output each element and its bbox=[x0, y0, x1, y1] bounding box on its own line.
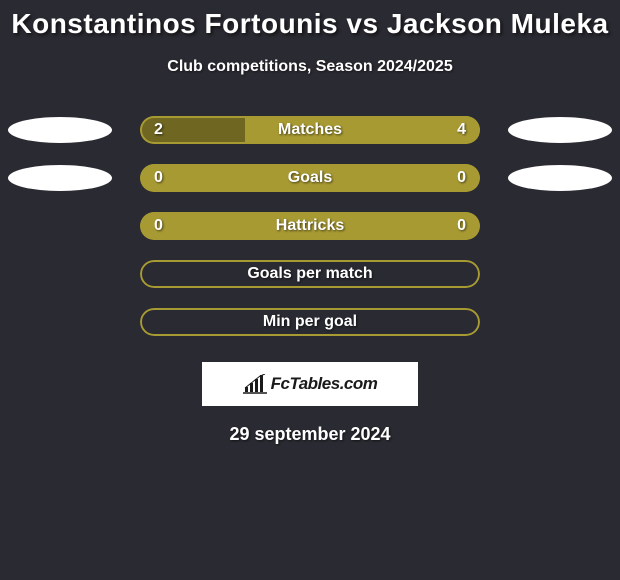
metric-row: 0 0 Hattricks bbox=[0, 212, 620, 240]
metric-bar: 0 0 Hattricks bbox=[140, 212, 480, 240]
date-label: 29 september 2024 bbox=[0, 424, 620, 445]
metric-row: Goals per match bbox=[0, 260, 620, 288]
value-left: 2 bbox=[154, 121, 163, 139]
value-left: 0 bbox=[154, 169, 163, 187]
metric-label: Matches bbox=[278, 121, 342, 139]
value-right: 4 bbox=[457, 121, 466, 139]
logo-text: FcTables.com bbox=[271, 374, 378, 394]
value-right: 0 bbox=[457, 217, 466, 235]
subtitle: Club competitions, Season 2024/2025 bbox=[0, 58, 620, 76]
metric-rows: 2 4 Matches 0 0 Goals 0 0 Hattricks Goals per mat… bbox=[0, 116, 620, 336]
player-right-badge bbox=[508, 117, 612, 143]
player-right-badge bbox=[508, 165, 612, 191]
metric-bar: 0 0 Goals bbox=[140, 164, 480, 192]
metric-bar: 2 4 Matches bbox=[140, 116, 480, 144]
bar-chart-icon bbox=[243, 374, 267, 394]
metric-label: Goals bbox=[288, 169, 332, 187]
comparison-infographic: Konstantinos Fortounis vs Jackson Muleka… bbox=[0, 0, 620, 445]
metric-bar: Goals per match bbox=[140, 260, 480, 288]
metric-row: 2 4 Matches bbox=[0, 116, 620, 144]
metric-label: Hattricks bbox=[276, 217, 344, 235]
logo-box: FcTables.com bbox=[202, 362, 418, 406]
metric-label: Min per goal bbox=[263, 313, 357, 331]
value-right: 0 bbox=[457, 169, 466, 187]
metric-bar: Min per goal bbox=[140, 308, 480, 336]
page-title: Konstantinos Fortounis vs Jackson Muleka bbox=[0, 8, 620, 40]
player-left-badge bbox=[8, 165, 112, 191]
player-left-badge bbox=[8, 117, 112, 143]
metric-row: Min per goal bbox=[0, 308, 620, 336]
value-left: 0 bbox=[154, 217, 163, 235]
metric-row: 0 0 Goals bbox=[0, 164, 620, 192]
metric-label: Goals per match bbox=[247, 265, 372, 283]
